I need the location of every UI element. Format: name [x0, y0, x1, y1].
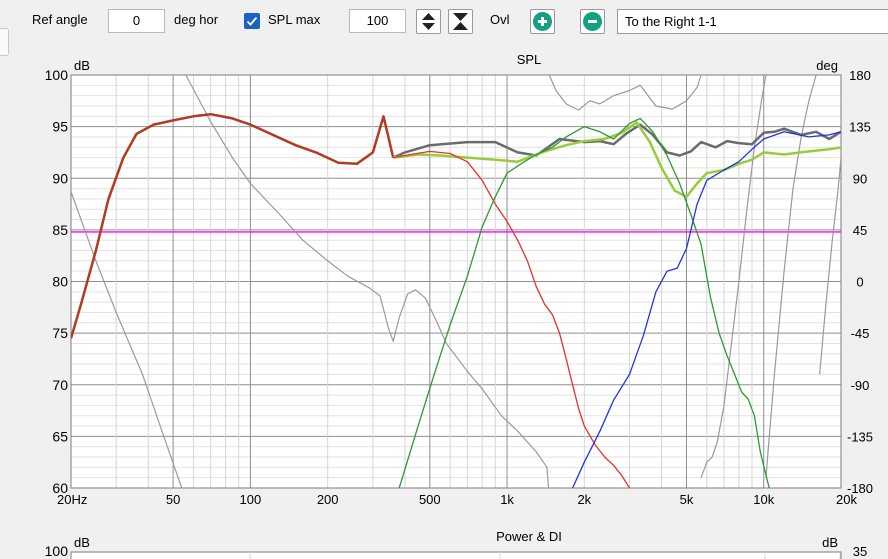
y-tick-label: 65 — [52, 428, 68, 444]
add-overlay-button[interactable] — [530, 9, 555, 34]
x-tick-label: 20Hz — [57, 492, 87, 504]
plot-area — [70, 551, 842, 559]
y-tick-label: 100 — [45, 67, 69, 83]
x-tick-label: 20k — [836, 492, 857, 504]
y-axis-unit: dB — [74, 58, 90, 73]
up-down-arrows-icon — [422, 13, 435, 30]
series-line — [185, 75, 550, 488]
x-tick-label: 10k — [753, 492, 774, 504]
series-line — [71, 191, 183, 488]
spl-max-checkbox[interactable] — [244, 13, 260, 29]
series-line — [572, 131, 841, 488]
ref-angle-label: Ref angle — [32, 12, 88, 27]
expand-button[interactable] — [448, 9, 473, 34]
y-tick-label: 100 — [45, 543, 69, 559]
minus-icon — [583, 12, 602, 31]
y2-tick-label: 90 — [853, 171, 867, 186]
x-tick-label: 100 — [240, 492, 262, 504]
x-tick-label: 50 — [166, 492, 180, 504]
y-tick-label: 80 — [52, 274, 68, 290]
y2-tick-label: -180 — [847, 481, 873, 496]
ref-angle-input[interactable]: 0 — [108, 9, 165, 33]
series-line — [819, 157, 841, 375]
remove-overlay-button[interactable] — [580, 9, 605, 34]
y2-tick-label: 180 — [849, 68, 871, 83]
x-tick-label: 1k — [500, 492, 514, 504]
plus-icon — [533, 12, 552, 31]
plot-border — [70, 74, 842, 489]
y2-tick-label: -45 — [851, 326, 870, 341]
chart-title: Power & DI — [496, 529, 562, 544]
y2-tick-label: 0 — [856, 275, 863, 290]
side-panel-handle[interactable] — [0, 28, 9, 56]
y2-axis-unit: dB — [822, 535, 838, 550]
spl-max-input[interactable]: 100 — [349, 9, 406, 33]
overlay-select[interactable]: To the Right 1-1 — [617, 9, 888, 34]
check-icon — [246, 16, 258, 26]
chart-title: SPL — [517, 52, 542, 67]
series-line — [765, 75, 817, 478]
y2-tick-label: -135 — [847, 429, 873, 444]
y2-axis-unit: deg — [816, 58, 838, 73]
x-tick-label: 5k — [680, 492, 694, 504]
y-axis-unit: dB — [74, 535, 90, 550]
series-line — [548, 75, 702, 111]
y2-tick-label: 35 — [853, 544, 867, 559]
y-tick-label: 60 — [52, 480, 68, 496]
power-di-chart: Power & DI dB dB 100 35 — [45, 529, 867, 559]
x-tick-label: 200 — [317, 492, 339, 504]
x-tick-label: 2k — [577, 492, 591, 504]
y-tick-label: 90 — [52, 170, 68, 186]
spin-up-down-button[interactable] — [416, 9, 441, 34]
deg-hor-label: deg hor — [174, 12, 219, 27]
y-tick-label: 85 — [52, 222, 68, 238]
y-tick-label: 75 — [52, 325, 68, 341]
series-line — [392, 123, 841, 159]
toolbar: Ref angle 0 deg hor SPL max 100 Ovl To t… — [0, 0, 888, 44]
ovl-label: Ovl — [490, 12, 510, 27]
series-line — [700, 75, 767, 478]
series-line — [398, 117, 770, 488]
y2-tick-label: 135 — [849, 120, 871, 135]
hourglass-icon — [453, 13, 468, 30]
series-line — [393, 150, 631, 488]
series-line — [393, 121, 841, 199]
spl-chart: 20Hz 50 100 200 500 1k 2k 5k 10k 20k 100 95 90 85 80 75… — [45, 52, 873, 504]
series-line — [71, 112, 395, 339]
x-tick-label: 500 — [419, 492, 441, 504]
spl-max-label: SPL max — [268, 12, 321, 27]
y2-tick-label: 45 — [853, 223, 867, 238]
y2-tick-label: -90 — [851, 378, 870, 393]
y-tick-label: 95 — [52, 119, 68, 135]
y-tick-label: 70 — [52, 377, 68, 393]
